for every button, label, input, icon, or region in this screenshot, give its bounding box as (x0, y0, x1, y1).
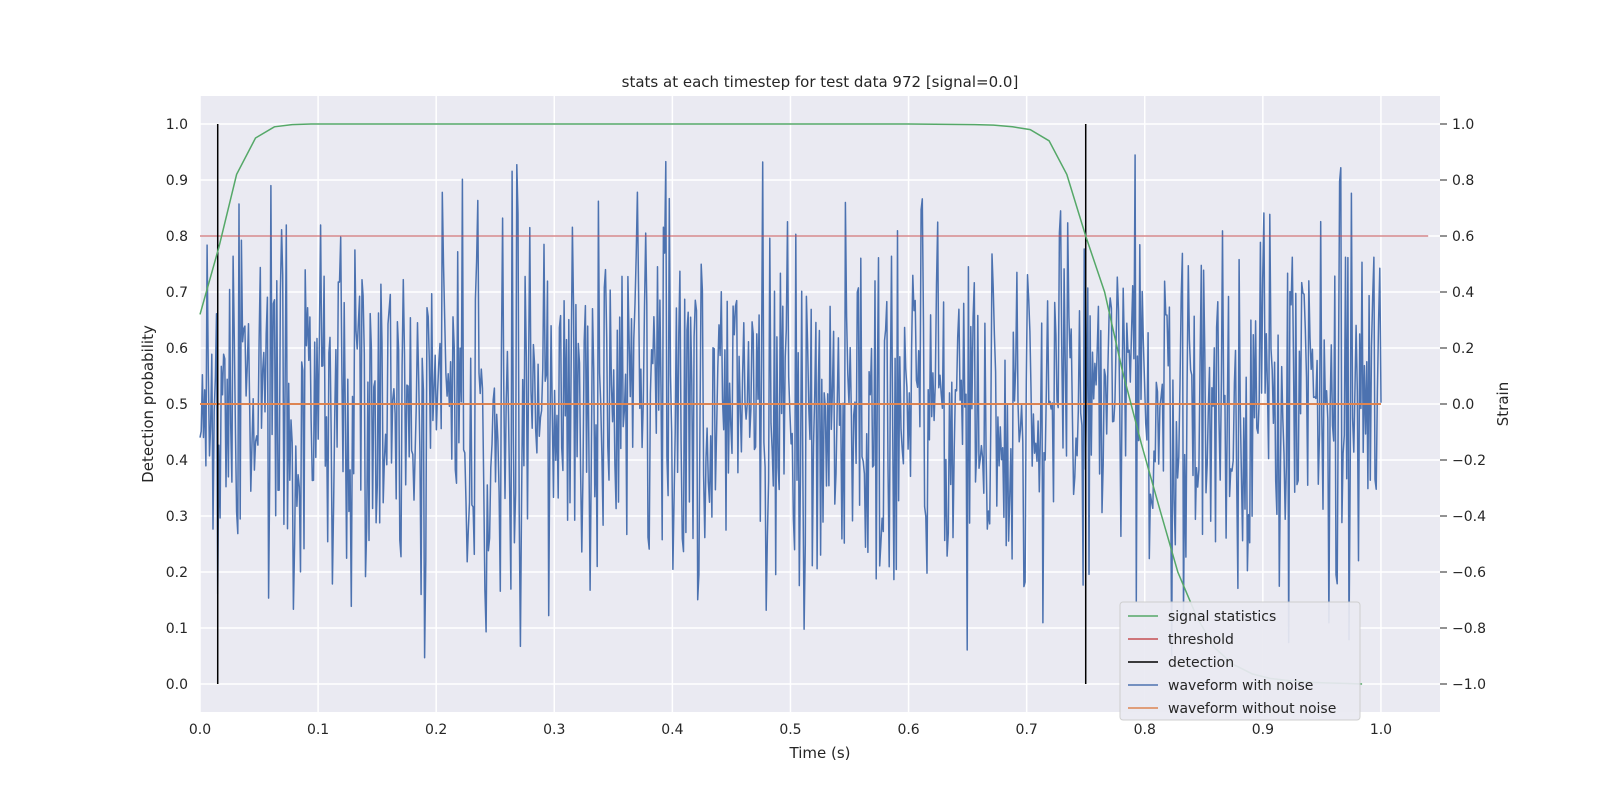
y-axis-right-label: Strain (1494, 382, 1512, 426)
y-tick-label: 0.4 (166, 453, 188, 469)
x-tick-label: 0.9 (1252, 722, 1274, 738)
x-tick-label: 0.6 (897, 722, 919, 738)
y-tick-label: 0.8 (166, 229, 188, 245)
y-right-tick-label: 0.2 (1452, 341, 1474, 357)
x-tick-label: 0.1 (307, 722, 329, 738)
ticks: 0.0 0.1 0.2 0.3 0.4 0.5 0.6 0.7 0.8 0.9 1.0 0.0 0.1 0… (166, 117, 1486, 738)
x-tick-label: 0.3 (543, 722, 565, 738)
y-right-tick-label: −0.6 (1452, 565, 1486, 581)
legend-label-waveform-with-noise: waveform with noise (1168, 678, 1313, 694)
y-tick-label: 1.0 (166, 117, 188, 133)
x-tick-label: 1.0 (1370, 722, 1392, 738)
y-right-tick-label: 0.6 (1452, 229, 1474, 245)
legend-label-threshold: threshold (1168, 632, 1234, 648)
y-tick-label: 0.6 (166, 341, 188, 357)
y-right-tick-label: −0.2 (1452, 453, 1486, 469)
x-axis-label: Time (s) (789, 744, 851, 762)
legend: signal statistics threshold detection wa… (1119, 601, 1361, 721)
y-tick-label: 0.1 (166, 621, 188, 637)
x-tick-label: 0.5 (779, 722, 801, 738)
y-right-tick-label: 1.0 (1452, 117, 1474, 133)
x-tick-label: 0.2 (425, 722, 447, 738)
y-tick-label: 0.5 (166, 397, 188, 413)
y-right-tick-label: −0.4 (1452, 509, 1486, 525)
y-tick-label: 0.2 (166, 565, 188, 581)
x-tick-label: 0.0 (189, 722, 211, 738)
y-axis-label: Detection probability (139, 325, 157, 483)
series-waveform-with-noise (199, 154, 1382, 659)
y-tick-label: 0.3 (166, 509, 188, 525)
x-tick-label: 0.4 (661, 722, 683, 738)
y-tick-label: 0.7 (166, 285, 188, 301)
y-right-tick-label: −1.0 (1452, 677, 1486, 693)
y-tick-label: 0.9 (166, 173, 188, 189)
legend-label-signal-statistics: signal statistics (1168, 609, 1276, 625)
y-tick-label: 0.0 (166, 677, 188, 693)
x-tick-label: 0.8 (1134, 722, 1156, 738)
legend-label-waveform-without-noise: waveform without noise (1168, 701, 1336, 717)
y-right-tick-label: 0.0 (1452, 397, 1474, 413)
legend-box (1119, 601, 1361, 721)
x-tick-label: 0.7 (1016, 722, 1038, 738)
chart-title: stats at each timestep for test data 972… (622, 73, 1019, 91)
y-right-tick-label: 0.4 (1452, 285, 1474, 301)
y-right-tick-label: −0.8 (1452, 621, 1486, 637)
legend-label-detection: detection (1168, 655, 1234, 671)
y-right-tick-label: 0.8 (1452, 173, 1474, 189)
